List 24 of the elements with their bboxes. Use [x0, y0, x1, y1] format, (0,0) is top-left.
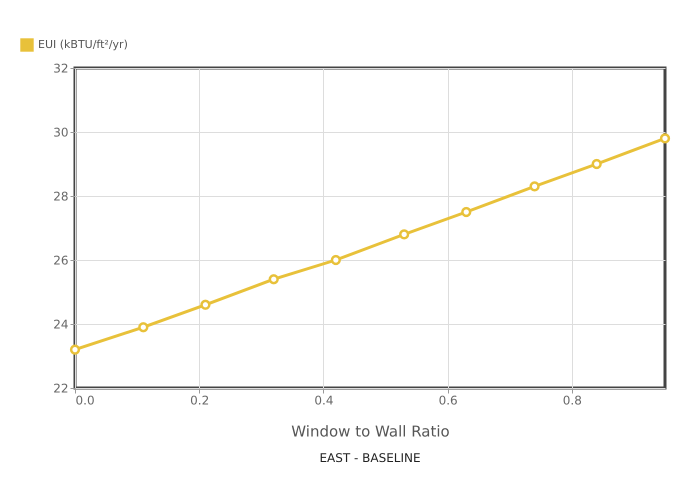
point: [70, 344, 80, 355]
point: [268, 274, 279, 284]
point: [660, 133, 670, 144]
text: EAST - BASELINE: [319, 451, 421, 465]
point: [592, 158, 602, 170]
point: [138, 322, 148, 332]
point: [330, 254, 341, 266]
point: [200, 300, 211, 310]
x-axis-title: Window to Wall Ratio: [291, 422, 450, 440]
y-tick-label: 24: [53, 318, 68, 332]
point: [461, 206, 472, 218]
x-tick-label: 0.4: [314, 394, 334, 408]
x-tick-label: 0.0: [76, 394, 95, 408]
legend-label: EUI (kBTU/ft²/yr): [38, 38, 128, 51]
y-tick-label: 30: [53, 126, 68, 140]
y-tick-label: 26: [53, 254, 68, 268]
y-tick-label: 28: [53, 190, 68, 204]
point: [399, 229, 410, 240]
y-tick-label: 22: [53, 382, 68, 396]
x-tick-label: 0.8: [562, 394, 582, 408]
x-tick-label: 0.6: [438, 394, 458, 408]
y-tick-label: 32: [53, 62, 68, 76]
point: [529, 181, 540, 192]
x-tick-label: 0.2: [190, 394, 210, 408]
